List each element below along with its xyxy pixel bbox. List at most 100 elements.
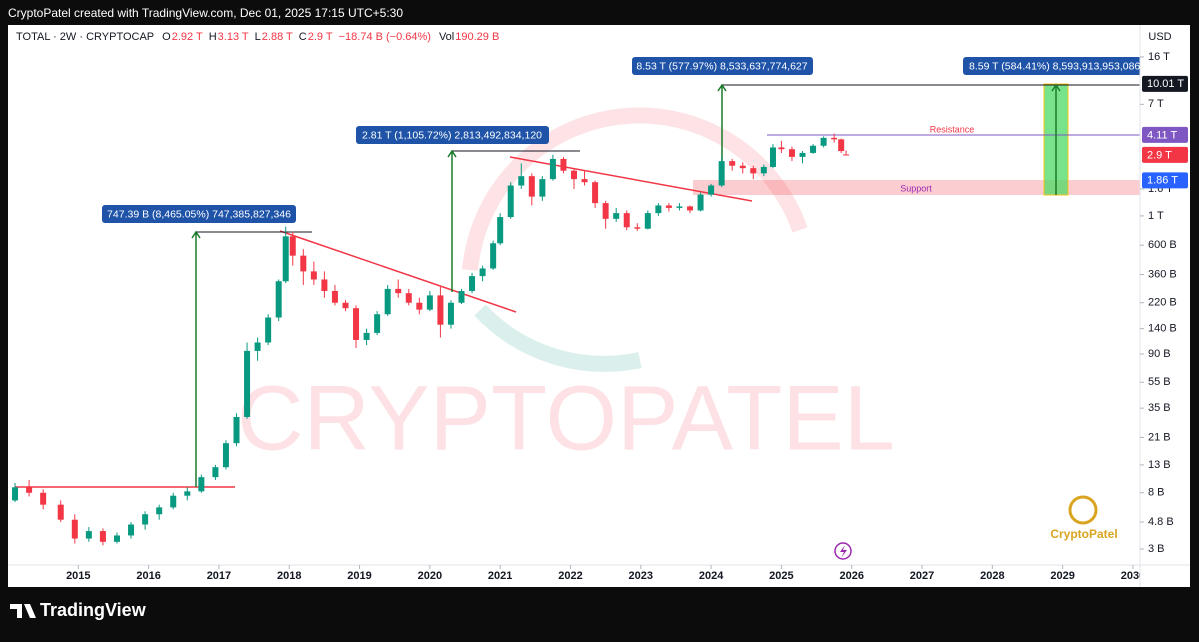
candle-body: [708, 185, 715, 195]
y-tick-label: 21 B: [1148, 431, 1171, 443]
candle-body: [331, 290, 338, 303]
candle-body: [395, 288, 402, 294]
resistance-label: Resistance: [930, 124, 975, 134]
measure-label: 747.39 B (8,465.05%) 747,385,827,346: [107, 208, 291, 220]
measure-box: [102, 205, 296, 223]
candle-body: [353, 308, 360, 340]
x-tick-label: 2022: [558, 570, 582, 582]
x-tick-label: 2019: [347, 570, 371, 582]
measure-label: 8.53 T (577.97%) 8,533,637,774,627: [636, 60, 807, 72]
candle-body: [265, 317, 272, 343]
logo-mark: [1068, 495, 1098, 525]
y-tick-label: 360 B: [1148, 268, 1177, 280]
candle-body: [128, 524, 135, 536]
candle-body: [479, 268, 486, 277]
arrow: [1051, 83, 1061, 195]
legend-text: H: [209, 31, 217, 43]
arrow: [191, 230, 201, 487]
candle-body: [518, 176, 525, 186]
candle-body: [282, 236, 289, 282]
support-label: Support: [900, 183, 932, 193]
y-tick-label: 220 B: [1148, 297, 1177, 309]
candle-body: [497, 217, 504, 244]
legend-text: L: [255, 31, 261, 43]
candle-body: [142, 514, 149, 525]
candle-body: [437, 295, 444, 325]
measure-box: [632, 57, 813, 75]
candle-body: [310, 271, 317, 280]
candle-body: [275, 281, 282, 318]
x-tick-label: 2028: [980, 570, 1004, 582]
x-tick-label: 2024: [699, 570, 724, 582]
measure-label: 2.81 T (1,105.72%) 2,813,492,834,120: [362, 129, 542, 141]
x-tick-label: 2021: [488, 570, 512, 582]
candle-body: [222, 443, 229, 468]
x-tick-label: 2016: [136, 570, 160, 582]
candle-body: [581, 179, 588, 183]
candle-body: [426, 295, 433, 310]
legend-text: 2.88 T: [262, 31, 293, 43]
alert-icon: [834, 542, 852, 560]
y-tick-label: 16 T: [1148, 51, 1170, 63]
candle-body: [820, 137, 827, 146]
support-zone: [693, 180, 1140, 195]
arrows: [191, 83, 1061, 487]
price-label: 4.11 T: [1147, 129, 1177, 141]
candle-body: [655, 205, 662, 214]
x-tick-label: 2015: [66, 570, 90, 582]
candle-body: [788, 149, 795, 157]
y-tick-label: 13 B: [1148, 459, 1171, 471]
alert-bolt: [840, 545, 847, 558]
candle-body: [321, 279, 328, 291]
candle-body: [469, 276, 476, 291]
watermark-text: CRYPTOPATEL: [237, 367, 895, 469]
y-tick-label: 140 B: [1148, 323, 1177, 335]
candle-body: [71, 519, 78, 539]
candle-body: [760, 166, 767, 174]
credit: CryptoPatel created with TradingView.com…: [8, 6, 403, 20]
candle-body: [99, 531, 106, 542]
price-label-box: [1142, 146, 1188, 163]
candle-body: [539, 179, 546, 197]
y-tick-label: 4.8 B: [1148, 516, 1174, 528]
measure-label: 8.59 T (584.41%) 8,593,913,953,086: [969, 60, 1140, 72]
candle-body: [687, 206, 694, 211]
candle-body: [528, 176, 535, 197]
price-label-box: [1142, 126, 1188, 143]
candle-body: [571, 170, 577, 180]
currency: USD: [1148, 31, 1171, 43]
measure-box: [356, 126, 549, 144]
candle-body: [560, 158, 567, 171]
legend: TOTAL · 2W · CRYPTOCAP O 2.92 T H 3.13 T L 2.8…: [16, 31, 499, 43]
candle-body: [198, 477, 205, 492]
candle-body: [233, 416, 240, 444]
candle-body: [718, 161, 725, 186]
price-label: 1.86 T: [1147, 175, 1178, 187]
x-tick-label: 2025: [769, 570, 793, 582]
footer-brand: TradingView: [40, 600, 147, 620]
legend-text: 3.13 T: [218, 31, 249, 43]
legend-text: TOTAL · 2W · CRYPTOCAP: [16, 31, 154, 43]
arrow: [447, 149, 457, 292]
x-tick-label: 2017: [207, 570, 231, 582]
candle-body: [40, 492, 47, 505]
y-tick-label: 3 B: [1148, 543, 1165, 555]
y-tick-label: 90 B: [1148, 348, 1171, 360]
candle-body: [665, 205, 672, 208]
candle-body: [810, 145, 817, 153]
candle-body: [769, 147, 776, 167]
price-label: 10.01 T: [1147, 78, 1184, 90]
candle-body: [26, 487, 33, 493]
candle-body: [613, 213, 620, 219]
x-tick-label: 2018: [277, 570, 301, 582]
legend-text: Vol: [439, 31, 454, 43]
candle-body: [156, 507, 163, 515]
candle-body: [838, 139, 845, 152]
x-tick-label: 2029: [1050, 570, 1074, 582]
candle-body: [384, 288, 391, 315]
candle-body: [623, 213, 630, 228]
candle-body: [57, 504, 64, 520]
candle-body: [458, 290, 465, 303]
x-tick-label: 2030: [1121, 570, 1145, 582]
